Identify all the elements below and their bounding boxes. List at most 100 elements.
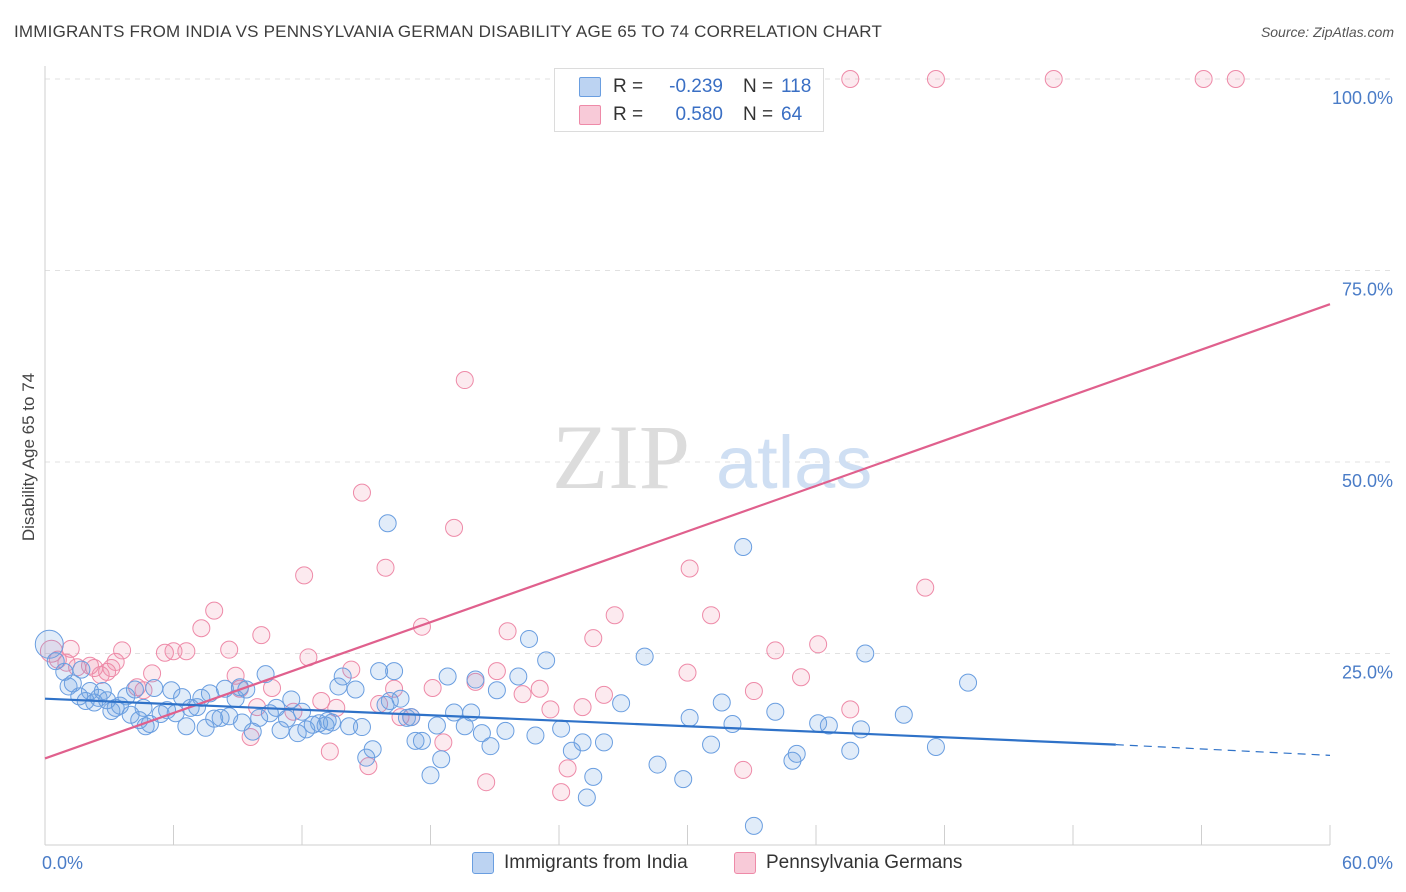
india-point bbox=[612, 694, 631, 713]
pg-point bbox=[744, 682, 763, 701]
pg-point bbox=[594, 685, 613, 704]
pg-point bbox=[455, 371, 474, 390]
pg-point bbox=[295, 566, 314, 585]
india-point bbox=[635, 647, 654, 666]
india-point bbox=[520, 629, 539, 648]
pg-point bbox=[513, 685, 532, 704]
pg-point bbox=[487, 662, 506, 681]
india-point bbox=[445, 703, 464, 722]
pg-point bbox=[434, 733, 453, 752]
y-axis-label: Disability Age 65 to 74 bbox=[19, 373, 38, 541]
pg-point bbox=[312, 691, 331, 710]
india-point bbox=[271, 721, 290, 740]
legend-n-label: N = bbox=[743, 76, 774, 97]
pg-point bbox=[766, 641, 785, 660]
pg-point bbox=[106, 652, 125, 671]
india-point bbox=[487, 681, 506, 700]
india-point bbox=[278, 709, 297, 728]
india-point bbox=[841, 741, 860, 760]
y-tick-label: 25.0% bbox=[1342, 663, 1393, 683]
india-point bbox=[584, 767, 603, 786]
pg-point bbox=[792, 668, 811, 687]
legend-r-value: 0.580 bbox=[675, 104, 723, 125]
pg-trend-line bbox=[44, 303, 1331, 760]
legend-n-value: 64 bbox=[781, 104, 803, 125]
legend-swatch-pg bbox=[579, 105, 601, 125]
india-point bbox=[340, 717, 359, 736]
pg-point bbox=[205, 601, 224, 620]
india-point bbox=[959, 673, 978, 692]
india-point bbox=[162, 681, 181, 700]
india-trend-line bbox=[44, 697, 1116, 746]
india-point bbox=[282, 690, 301, 709]
pg-point bbox=[252, 626, 271, 645]
india-point bbox=[712, 693, 731, 712]
india-point bbox=[233, 713, 252, 732]
pg-point bbox=[841, 700, 860, 719]
pg-point bbox=[809, 635, 828, 654]
pg-point bbox=[702, 606, 721, 625]
pg-point bbox=[584, 629, 603, 648]
india-point bbox=[783, 751, 802, 770]
y-tick-label: 75.0% bbox=[1342, 280, 1393, 300]
india-point bbox=[734, 538, 753, 557]
watermark-zip: ZIP bbox=[552, 406, 690, 508]
india-point bbox=[674, 770, 693, 789]
pg-point bbox=[177, 642, 196, 661]
india-point bbox=[466, 670, 485, 689]
india-point bbox=[438, 667, 457, 686]
pg-point bbox=[530, 679, 549, 698]
legend-item-india: Immigrants from India bbox=[472, 852, 688, 874]
y-tick-label: 50.0% bbox=[1342, 471, 1393, 491]
y-tick-label: 100.0% bbox=[1332, 88, 1393, 108]
india-point bbox=[648, 755, 667, 774]
india-point bbox=[702, 735, 721, 754]
tick-labels: 25.0% 50.0% 75.0% 100.0% 0.0% 60.0% bbox=[42, 88, 1393, 873]
india-point bbox=[402, 708, 421, 727]
india-point bbox=[177, 717, 196, 736]
pg-point bbox=[352, 483, 371, 502]
legend-row-india: R = -0.239 N = 118 bbox=[579, 75, 811, 99]
chart-title: IMMIGRANTS FROM INDIA VS PENNSYLVANIA GE… bbox=[14, 22, 883, 41]
pg-point bbox=[143, 664, 162, 683]
india-point bbox=[412, 731, 431, 750]
india-point bbox=[250, 708, 269, 727]
legend-swatch-india bbox=[579, 77, 601, 97]
india-point bbox=[577, 788, 596, 807]
grid-lines bbox=[45, 78, 1392, 654]
correlation-legend: R = -0.239 N = 118 R = 0.580 N = 64 bbox=[554, 68, 824, 132]
pg-point bbox=[1226, 70, 1245, 88]
pg-point bbox=[605, 606, 624, 625]
legend-row-pg: R = 0.580 N = 64 bbox=[579, 103, 802, 127]
pg-point bbox=[376, 558, 395, 577]
india-point bbox=[329, 677, 348, 696]
legend-swatch-pg bbox=[734, 852, 756, 874]
india-point bbox=[352, 718, 371, 737]
pg-point bbox=[541, 700, 560, 719]
india-point bbox=[125, 680, 144, 699]
pg-point bbox=[1044, 70, 1063, 88]
india-point bbox=[145, 678, 164, 697]
india-point bbox=[851, 720, 870, 739]
india-point bbox=[744, 816, 763, 835]
pg-point bbox=[445, 518, 464, 537]
legend-r-label: R = bbox=[613, 76, 644, 97]
pg-point bbox=[916, 578, 935, 597]
legend-n-label: N = bbox=[743, 104, 774, 125]
pg-point bbox=[552, 783, 571, 802]
legend-item-pg: Pennsylvania Germans bbox=[734, 852, 962, 874]
india-point bbox=[509, 667, 528, 686]
source-label: Source: ZipAtlas.com bbox=[1260, 24, 1394, 40]
trend-lines bbox=[44, 303, 1331, 760]
india-point bbox=[427, 716, 446, 735]
pg-point bbox=[220, 640, 239, 659]
pg-point bbox=[192, 619, 211, 638]
india-point bbox=[723, 714, 742, 733]
india-point bbox=[526, 726, 545, 745]
pg-point bbox=[734, 760, 753, 779]
series-legend: Immigrants from India Pennsylvania Germa… bbox=[0, 852, 1406, 876]
india-point bbox=[293, 702, 311, 721]
india-point bbox=[894, 705, 913, 724]
pg-point bbox=[573, 698, 592, 717]
